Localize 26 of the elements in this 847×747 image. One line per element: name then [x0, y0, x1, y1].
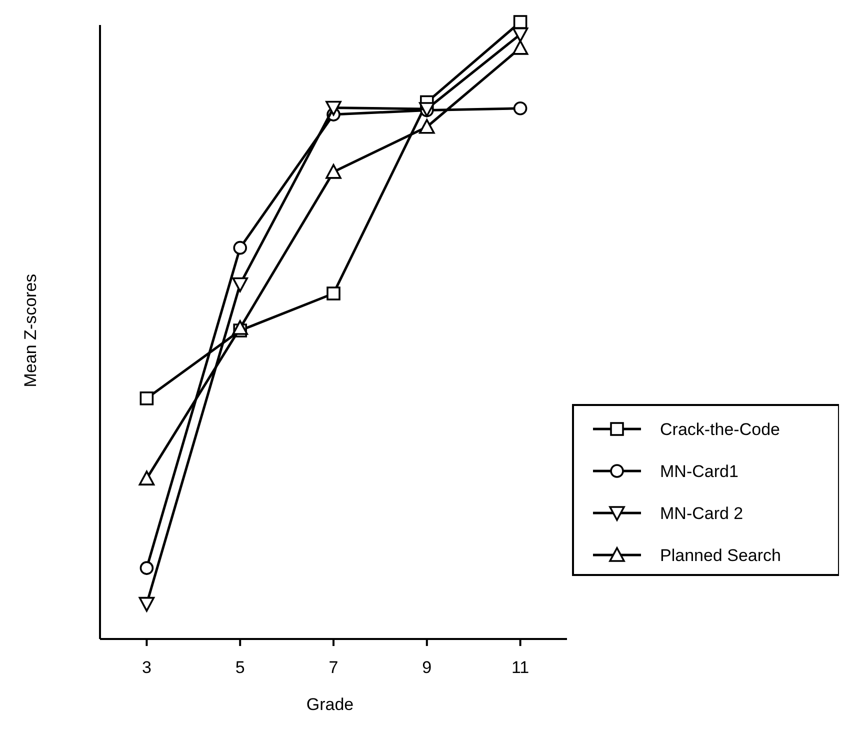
- x-tick-label: 11: [511, 658, 530, 677]
- point: [140, 561, 154, 575]
- legend-label: MN-Card 2: [660, 504, 744, 523]
- point: [326, 286, 340, 300]
- point: [512, 27, 528, 42]
- legend-label: Crack-the-Code: [660, 420, 780, 439]
- point: [419, 118, 435, 134]
- x-tick-label: 3: [142, 658, 152, 677]
- x-tick-label: 9: [422, 658, 432, 677]
- point: [138, 470, 155, 486]
- x-axis-title: Grade: [306, 695, 354, 714]
- point: [232, 277, 248, 292]
- point: [326, 164, 342, 179]
- point: [233, 240, 247, 255]
- legend-label: MN-Card1: [660, 462, 738, 481]
- y-axis-title: Mean Z-scores: [21, 274, 40, 388]
- point: [512, 40, 528, 55]
- point: [138, 596, 155, 612]
- point: [232, 320, 248, 335]
- point: [513, 101, 528, 116]
- point: [326, 100, 342, 116]
- legend-label: Planned Search: [660, 546, 781, 565]
- point: [140, 391, 154, 406]
- x-tick-label: 7: [328, 658, 338, 677]
- x-tick-label: 5: [235, 658, 245, 677]
- point: [513, 15, 528, 29]
